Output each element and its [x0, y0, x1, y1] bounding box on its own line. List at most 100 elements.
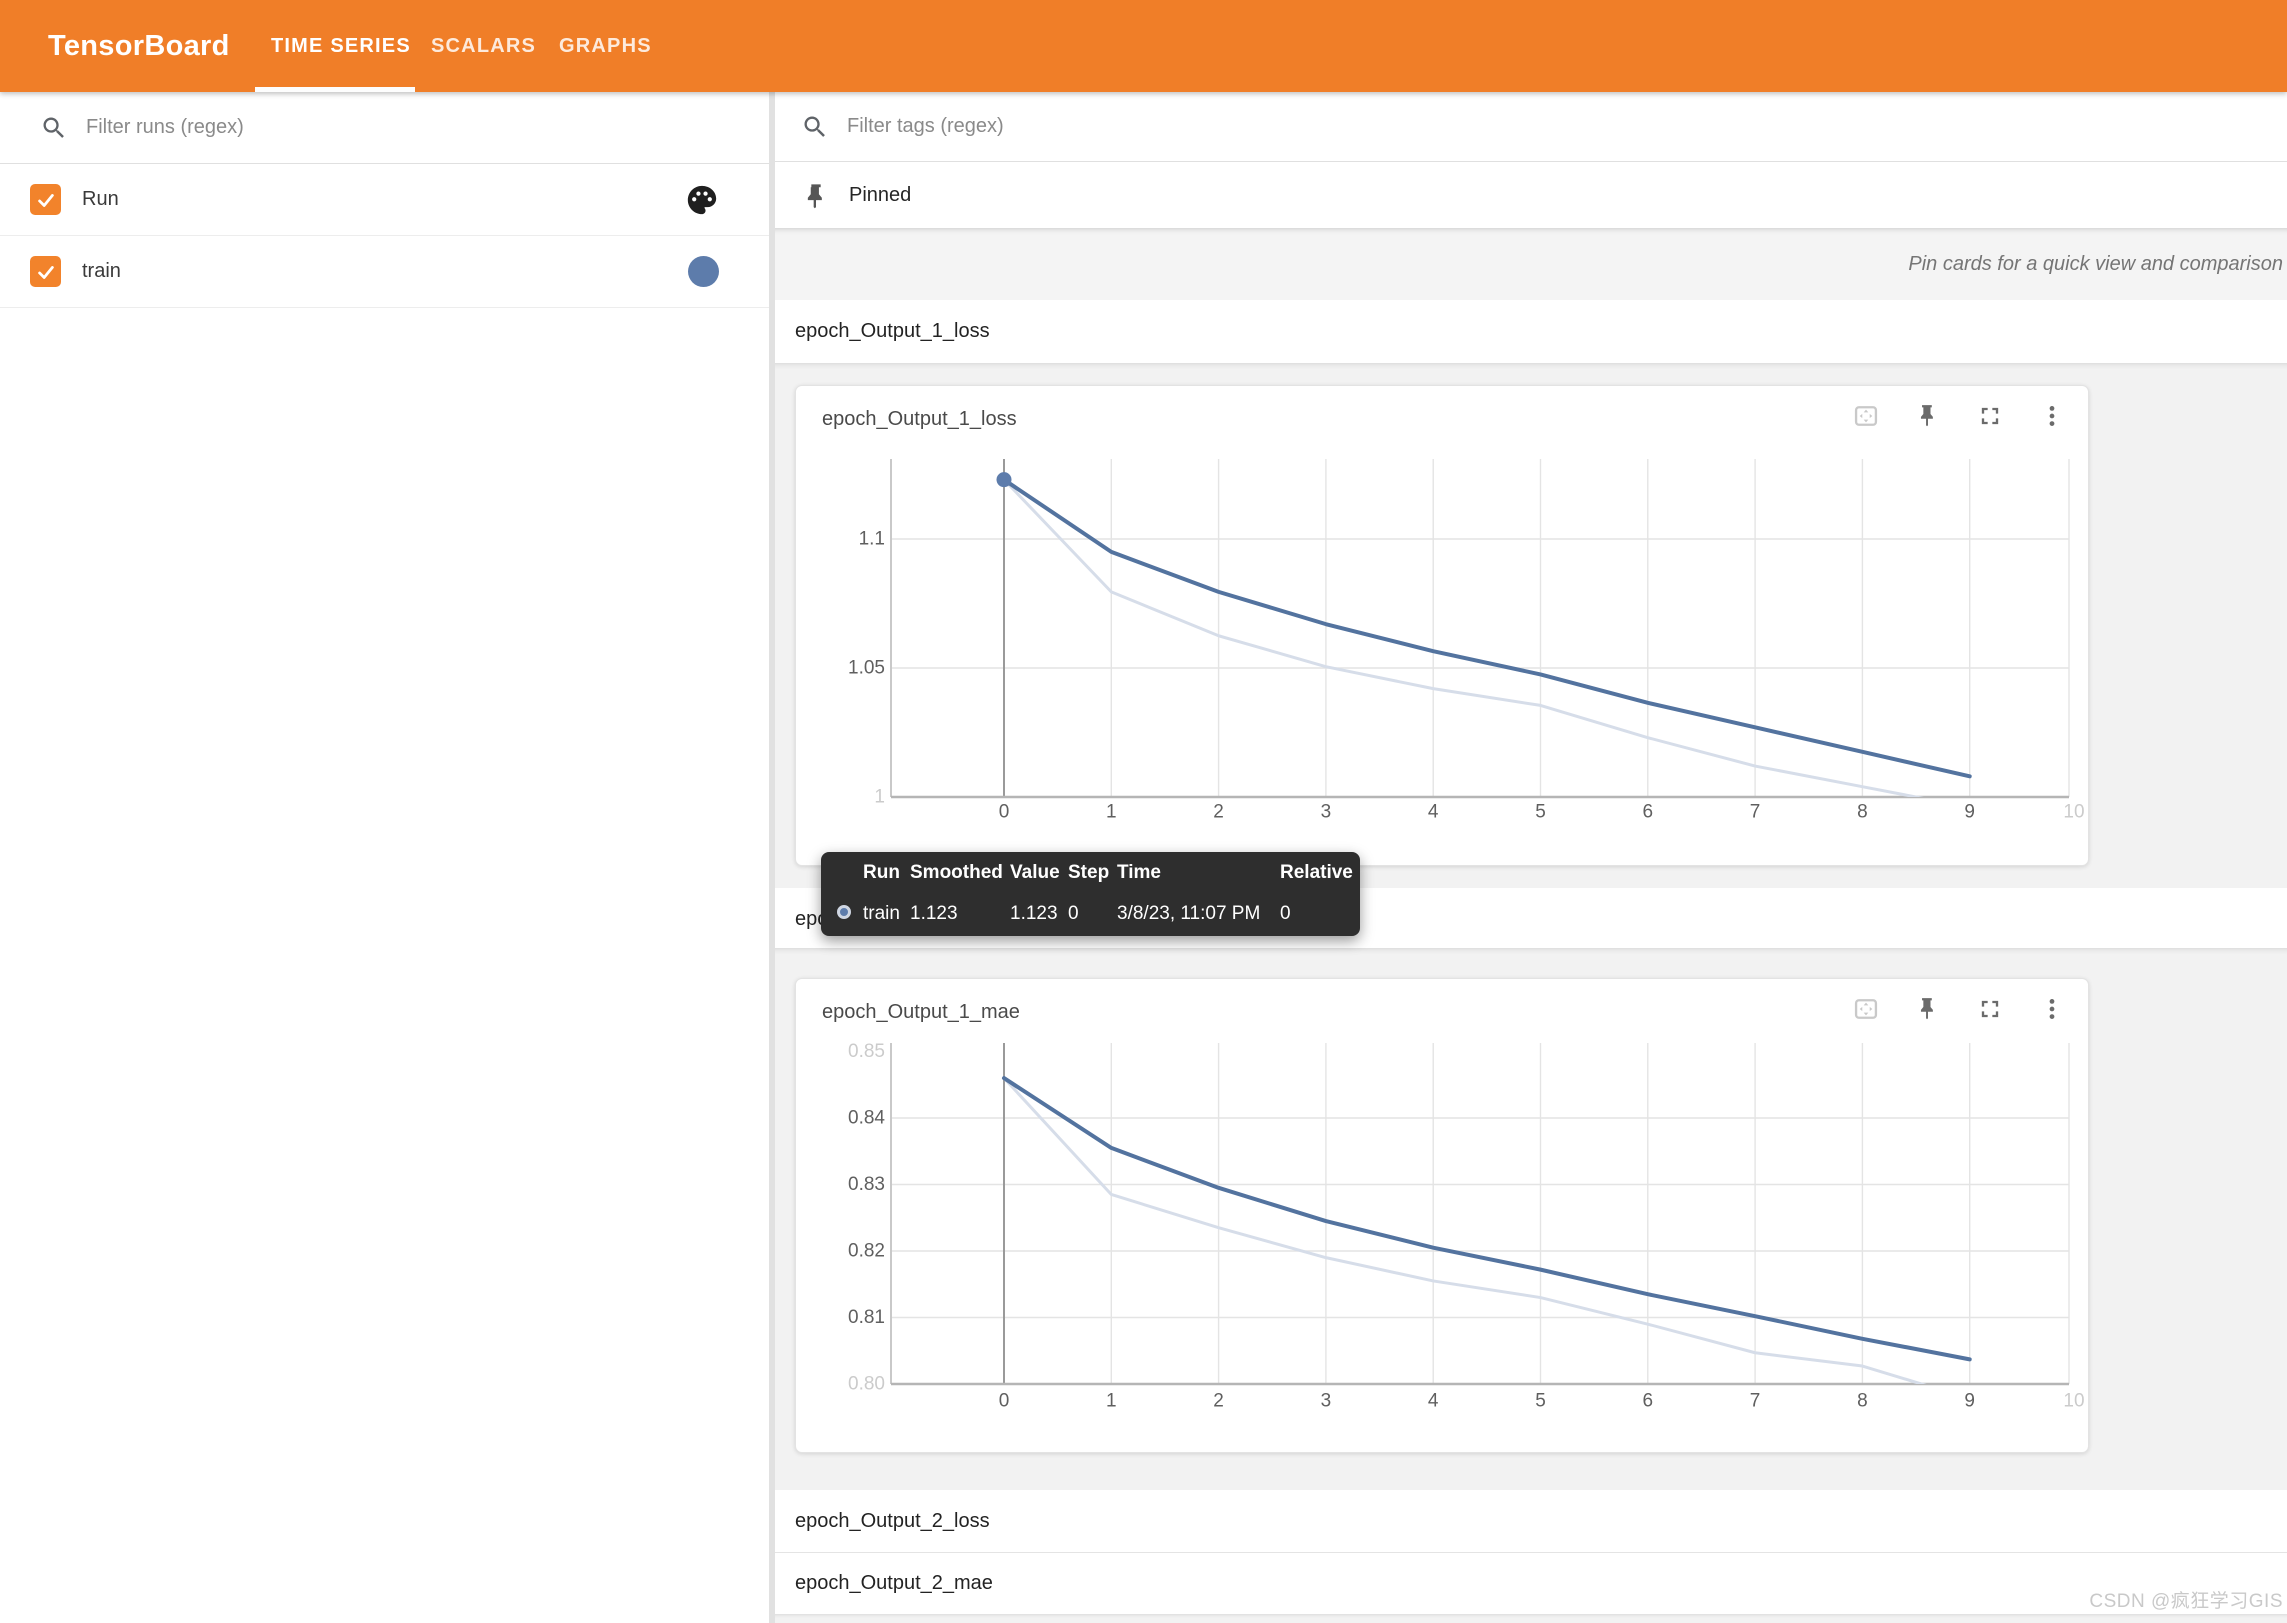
- svg-text:8: 8: [1857, 802, 1868, 823]
- svg-text:0: 0: [999, 802, 1010, 823]
- scalar-card-epoch-output-1-loss: 1.1 1.05 1 0 1 2 3 4 5 6 7 8 9 10 epoch_Output_1_loss: [795, 385, 2089, 866]
- pinned-label: Pinned: [849, 184, 912, 206]
- pinned-section-header[interactable]: Pinned: [775, 163, 2287, 228]
- section-title: epoch_Output_2_loss: [795, 1509, 990, 1532]
- sidebar-divider: [769, 92, 775, 1623]
- active-tab-underline: [255, 87, 415, 92]
- svg-text:0.85: 0.85: [848, 1041, 885, 1062]
- svg-text:1: 1: [1106, 1391, 1117, 1412]
- svg-text:0: 0: [999, 1391, 1010, 1412]
- svg-text:4: 4: [1428, 1391, 1439, 1412]
- tooltip-run: train: [863, 903, 900, 924]
- watermark: CSDN @疯狂学习GIS: [2089, 1591, 2283, 1612]
- pin-hint-text: Pin cards for a quick view and compariso…: [1908, 252, 2283, 275]
- tab-time-series[interactable]: TIME SERIES: [271, 34, 411, 57]
- fullscreen-icon[interactable]: [1976, 402, 2004, 430]
- card-area-1: 1.1 1.05 1 0 1 2 3 4 5 6 7 8 9 10 epoch_Output_1_loss: [775, 363, 2287, 888]
- runs-filter-input[interactable]: [86, 116, 646, 139]
- tab-graphs[interactable]: GRAPHS: [559, 34, 652, 57]
- svg-text:0.84: 0.84: [848, 1108, 885, 1129]
- pin-card-icon[interactable]: [1914, 402, 1942, 430]
- svg-text:9: 9: [1964, 802, 1975, 823]
- card-title: epoch_Output_1_loss: [822, 408, 1017, 430]
- card-area-2: 0.85 0.84 0.83 0.82 0.81 0.80 0 1 2 3 4 5 6 7 8 9 10 epo…: [775, 948, 2287, 1490]
- tags-filter-input[interactable]: [847, 115, 1407, 138]
- svg-text:1.1: 1.1: [859, 529, 885, 550]
- svg-text:4: 4: [1428, 802, 1439, 823]
- run-header-row[interactable]: Run: [0, 164, 769, 236]
- chart-hover-tooltip: Run Smoothed Value Step Time Relative tr…: [821, 852, 1360, 936]
- more-options-icon[interactable]: [2038, 995, 2066, 1023]
- app-header: TensorBoard TIME SERIES SCALARS GRAPHS: [0, 0, 2287, 92]
- svg-text:9: 9: [1964, 1391, 1975, 1412]
- svg-text:0.82: 0.82: [848, 1241, 885, 1262]
- svg-text:10: 10: [2063, 1391, 2084, 1412]
- tooltip-header: Time: [1117, 862, 1162, 883]
- tags-search-row: [775, 92, 2287, 162]
- mae-line-chart[interactable]: 0.85 0.84 0.83 0.82 0.81 0.80 0 1 2 3 4 5 6 7 8 9 10: [796, 979, 2089, 1453]
- card-title: epoch_Output_1_mae: [822, 1001, 1020, 1023]
- pin-hint-band: Pin cards for a quick view and compariso…: [775, 228, 2287, 300]
- section-header-epoch-output-2-mae[interactable]: epoch_Output_2_mae: [775, 1553, 2287, 1614]
- tooltip-time: 3/8/23, 11:07 PM: [1117, 903, 1261, 924]
- bottom-strip: [775, 1614, 2287, 1623]
- more-options-icon[interactable]: [2038, 402, 2066, 430]
- series-color-dot: [837, 904, 851, 919]
- tooltip-smoothed: 1.123: [910, 903, 958, 924]
- run-row-label: Run: [82, 188, 119, 210]
- palette-icon[interactable]: [685, 183, 719, 217]
- search-icon: [804, 116, 825, 137]
- svg-text:3: 3: [1321, 1391, 1332, 1412]
- tooltip-header: Value: [1010, 862, 1060, 883]
- runs-search-row: [0, 92, 769, 164]
- check-icon: [37, 265, 54, 279]
- section-header-epoch-output-1-loss[interactable]: epoch_Output_1_loss: [775, 300, 2287, 363]
- svg-text:1: 1: [874, 787, 885, 808]
- data-selector-icon[interactable]: [1852, 402, 1880, 430]
- svg-text:0.80: 0.80: [848, 1374, 885, 1395]
- search-icon: [43, 117, 64, 138]
- train-row-label: train: [82, 260, 121, 282]
- svg-text:0.81: 0.81: [848, 1307, 885, 1328]
- svg-text:10: 10: [2063, 802, 2084, 823]
- svg-text:0.83: 0.83: [848, 1174, 885, 1195]
- run-checkbox[interactable]: [30, 184, 61, 215]
- svg-text:1: 1: [1106, 802, 1117, 823]
- divider: [775, 1552, 2287, 1553]
- tab-scalars[interactable]: SCALARS: [431, 34, 537, 57]
- svg-text:5: 5: [1535, 802, 1546, 823]
- svg-text:2: 2: [1213, 802, 1224, 823]
- svg-text:6: 6: [1643, 1391, 1654, 1412]
- pin-icon: [807, 183, 822, 208]
- svg-text:1.05: 1.05: [848, 658, 885, 679]
- pin-card-icon[interactable]: [1914, 995, 1942, 1023]
- fullscreen-icon[interactable]: [1976, 995, 2004, 1023]
- tooltip-relative: 0: [1280, 903, 1291, 924]
- tooltip-step: 0: [1068, 903, 1079, 924]
- svg-text:6: 6: [1643, 802, 1654, 823]
- section-title: epoch_Output_1_loss: [795, 320, 990, 342]
- runs-sidebar: Run train: [0, 92, 769, 1623]
- scalar-card-epoch-output-1-mae: 0.85 0.84 0.83 0.82 0.81 0.80 0 1 2 3 4 5 6 7 8 9 10 epo…: [795, 978, 2089, 1453]
- train-checkbox[interactable]: [30, 256, 61, 287]
- svg-text:5: 5: [1535, 1391, 1546, 1412]
- check-icon: [37, 193, 54, 207]
- tooltip-header: Step: [1068, 862, 1110, 883]
- main-panel: Pinned Pin cards for a quick view and co…: [775, 92, 2287, 1623]
- tooltip-header: Smoothed: [910, 862, 1003, 883]
- svg-text:2: 2: [1213, 1391, 1224, 1412]
- run-row-train[interactable]: train: [0, 236, 769, 308]
- svg-text:7: 7: [1750, 1391, 1761, 1412]
- svg-text:7: 7: [1750, 802, 1761, 823]
- tooltip-header: Run: [863, 862, 900, 883]
- tooltip-value: 1.123: [1010, 903, 1058, 924]
- svg-text:8: 8: [1857, 1391, 1868, 1412]
- data-selector-icon[interactable]: [1852, 995, 1880, 1023]
- train-color-dot: [688, 256, 719, 287]
- section-header-epoch-output-2-loss[interactable]: epoch_Output_2_loss: [775, 1490, 2287, 1552]
- tooltip-header: Relative: [1280, 862, 1353, 883]
- app-logo: TensorBoard: [48, 29, 230, 62]
- section-title: epoch_Output_2_mae: [795, 1572, 993, 1594]
- svg-text:3: 3: [1321, 802, 1332, 823]
